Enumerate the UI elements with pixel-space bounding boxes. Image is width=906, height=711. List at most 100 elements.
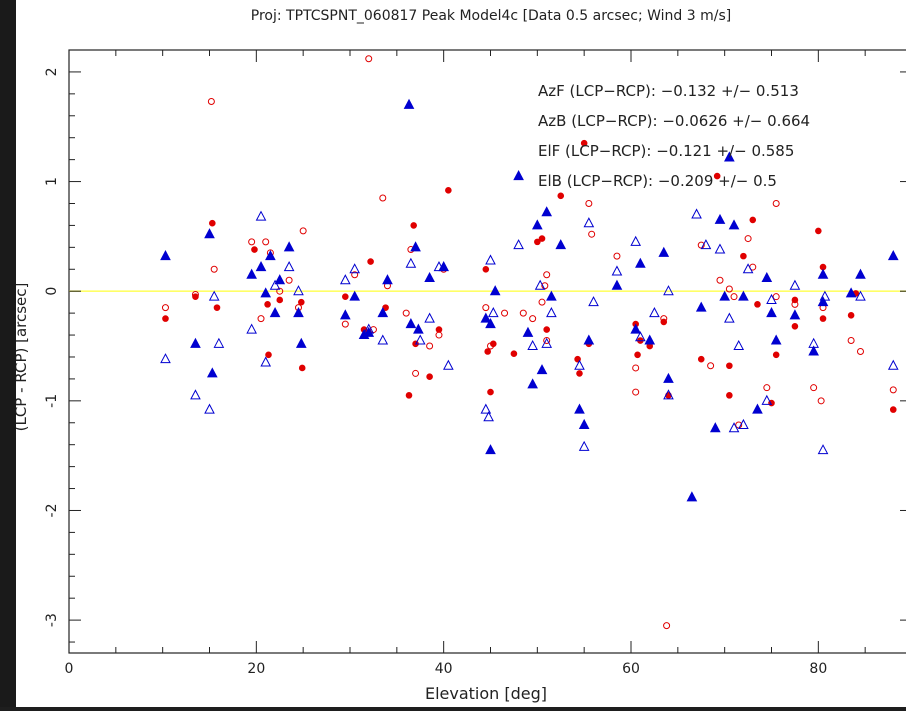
point-open-circle [482,304,490,312]
point-open-triangle [424,312,435,323]
point-open-circle [435,331,443,339]
point-filled-triangle [546,290,557,301]
point-filled-triangle [761,271,773,283]
point-filled-triangle [536,364,548,375]
point-filled-triangle [770,334,782,345]
point-open-circle [763,384,771,392]
point-open-triangle [738,418,749,429]
point-filled-circle [435,326,443,333]
point-filled-triangle [246,268,257,279]
point-open-triangle [255,210,267,221]
point-open-circle [487,342,494,350]
x-tick-label: 80 [809,661,827,677]
x-tick-label: 40 [435,661,453,677]
point-filled-triangle [728,219,740,230]
y-tick-label: 0 [44,287,60,296]
point-filled-triangle [644,334,656,345]
point-open-triangle [630,235,642,246]
point-open-triangle [483,411,494,422]
point-filled-triangle [255,261,267,272]
point-open-circle [402,309,410,317]
point-open-triangle [190,389,201,400]
point-filled-triangle [485,318,496,329]
point-open-triangle [363,323,375,334]
point-open-triangle [293,285,304,296]
y-tick-label: 2 [44,67,60,76]
point-filled-circle [580,139,588,147]
point-filled-triangle [160,250,171,261]
point-filled-triangle [738,290,749,301]
point-open-circle [412,369,420,377]
point-filled-triangle [658,246,670,257]
point-filled-circle [754,301,761,308]
point-filled-circle [192,293,199,300]
point-open-triangle [761,394,773,405]
annotation-box: AzF (LCP−RCP): −0.132 +/− 0.513 AzB (LCP… [538,82,810,190]
point-open-triangle [260,356,272,367]
data-points [160,55,899,630]
point-filled-circle [574,355,581,363]
point-filled-triangle [527,378,538,389]
point-open-triangle [887,359,899,370]
point-filled-circle [264,301,271,308]
point-filled-triangle [403,98,415,109]
point-filled-triangle [513,170,524,181]
point-filled-triangle [349,290,361,301]
point-filled-triangle [480,312,492,323]
point-open-triangle [714,243,726,254]
point-open-triangle [546,307,557,318]
point-open-triangle [728,422,740,433]
point-filled-circle [342,293,349,300]
point-open-circle [191,290,199,298]
point-filled-triangle [817,268,829,279]
point-open-triangle [487,307,499,318]
point-filled-triangle [714,213,726,224]
x-tick-label: 0 [65,661,74,677]
point-open-circle [207,98,215,106]
dark-margin [0,0,16,707]
point-filled-circle [445,187,452,194]
point-filled-triangle [709,422,721,433]
point-open-circle [772,199,780,207]
point-filled-circle [697,355,705,363]
point-filled-triangle [541,206,553,217]
point-open-circle [529,315,537,323]
point-filled-circle [426,373,433,381]
point-open-circle [632,388,640,396]
point-open-circle [341,320,349,328]
point-filled-triangle [274,274,286,285]
point-open-triangle [663,285,674,296]
point-open-triangle [817,444,829,455]
point-open-circle [660,315,668,323]
point-filled-circle [209,219,216,227]
point-open-circle [519,309,527,317]
point-open-circle [276,287,284,295]
point-filled-circle [487,388,494,396]
point-filled-triangle [363,326,375,337]
point-filled-triangle [766,307,777,318]
y-tick-label: -3 [44,613,60,627]
point-filled-circle [543,326,551,333]
point-filled-triangle [413,323,424,334]
point-open-circle [585,199,593,207]
point-filled-circle [726,362,733,370]
point-filled-circle [265,351,272,359]
point-open-triangle [160,353,171,364]
point-open-triangle [541,337,553,348]
point-filled-circle [791,322,799,330]
point-open-triangle [443,359,454,370]
point-filled-circle [410,222,417,229]
point-filled-triangle [855,268,866,279]
point-open-circle [285,276,293,284]
point-filled-circle [213,304,221,311]
point-filled-circle [772,351,780,359]
point-open-triangle [611,265,623,276]
point-filled-triangle [724,151,735,162]
chart-panel: Proj: TPTCSPNT_060817 Peak Model4c [Data… [12,0,906,707]
point-filled-triangle [583,334,595,345]
point-open-circle [810,384,818,392]
point-filled-circle [634,351,641,359]
point-open-circle [379,194,387,202]
point-filled-triangle [635,257,646,268]
point-filled-triangle [532,219,543,230]
